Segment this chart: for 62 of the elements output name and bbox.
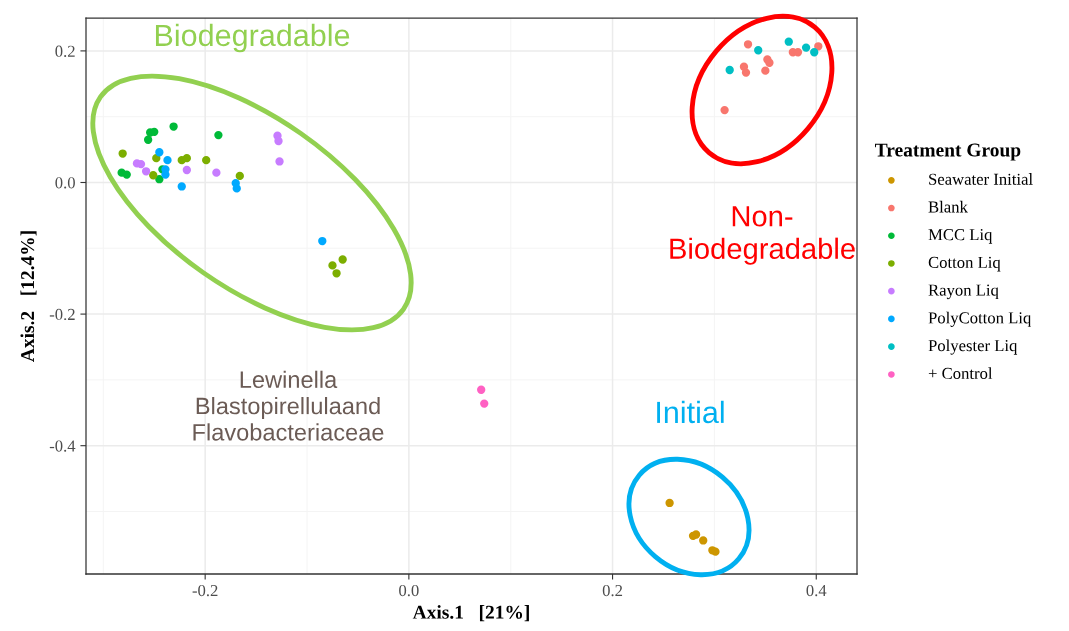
point [328,261,337,270]
point [150,127,159,136]
legend-label: Rayon Liq [928,284,999,300]
point [784,37,793,46]
point [801,43,811,52]
legend-label: MCC Liq [928,229,993,244]
point [741,68,751,77]
point [169,122,178,131]
point [743,40,753,49]
point [761,66,770,75]
legend-label: PolyCotton Liq [928,311,1031,327]
point [699,536,708,545]
point [274,136,283,146]
legend-label: Blank [928,200,968,213]
annotation: Lewinella Blastopirellulaand Flavobacteriaceae [193,370,384,441]
annotation: Biodegradable [155,23,350,53]
point [810,48,819,57]
point [720,105,729,115]
y-tick-label: -0.2 [49,308,75,321]
point [338,255,347,264]
point [122,170,131,179]
point [152,153,161,163]
point [202,155,211,165]
point [143,135,153,144]
point [141,167,151,176]
point [477,385,486,394]
point [212,168,221,177]
point [754,46,763,55]
point [275,157,284,166]
point [235,171,244,181]
legend-label: Seawater Initial [929,173,1033,185]
point [182,153,191,163]
x-tick-label: -0.2 [192,584,218,597]
annotation: Non- Biodegradable [670,206,855,265]
y-tick-label: 0.0 [55,177,75,189]
point [814,42,823,51]
y-tick-label: -0.4 [49,440,76,452]
point [725,65,734,75]
point [118,149,127,158]
x-tick-label: 0.4 [806,584,827,597]
point [177,182,186,191]
legend-label: Polyester Liq [928,339,1018,355]
legend-label: + Control [928,367,993,380]
point [232,184,241,193]
point [332,269,341,278]
y-tick-label: 0.2 [55,45,75,57]
point [155,148,164,157]
legend-label: Cotton Liq [928,256,1001,272]
x-tick-label: 0.0 [399,584,419,597]
point [480,399,489,408]
point [163,155,172,165]
annotation: Initial [657,400,724,424]
x-axis-title: Axis.1 [21%] [412,605,529,622]
point [182,165,191,175]
y-axis-title: Axis.2 [12.4%] [20,231,37,362]
point [149,171,158,180]
point [161,170,170,179]
legend-title: Treatment Group [875,143,1021,161]
point [665,498,674,508]
point [214,130,223,140]
point [318,236,327,246]
x-tick-label: 0.2 [602,584,623,597]
